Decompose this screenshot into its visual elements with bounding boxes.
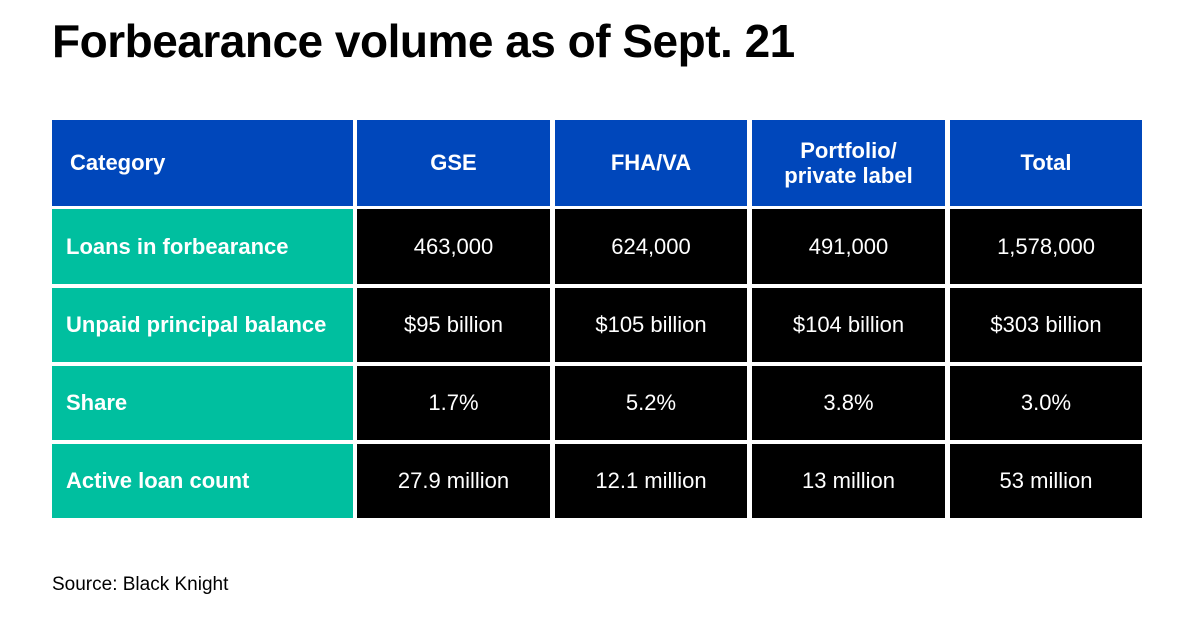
value-cell: 463,000 [357,209,550,284]
header-cell: Total [950,120,1142,206]
value-cell: 13 million [752,444,945,518]
value-cell: $303 billion [950,288,1142,362]
row-label-cell: Unpaid principal balance [52,288,353,362]
value-cell: 53 million [950,444,1142,518]
value-cell: 1.7% [357,366,550,440]
value-cell: $95 billion [357,288,550,362]
page-title: Forbearance volume as of Sept. 21 [52,15,795,67]
value-cell: $105 billion [555,288,747,362]
row-label-cell: Active loan count [52,444,353,518]
header-cell: Portfolio/ private label [752,120,945,206]
value-cell: $104 billion [752,288,945,362]
value-cell: 1,578,000 [950,209,1142,284]
value-cell: 624,000 [555,209,747,284]
source-note: Source: Black Knight [52,574,229,595]
value-cell: 3.8% [752,366,945,440]
value-cell: 3.0% [950,366,1142,440]
header-cell: Category [52,120,353,206]
header-cell: FHA/VA [555,120,747,206]
row-label-cell: Share [52,366,353,440]
header-cell: GSE [357,120,550,206]
value-cell: 491,000 [752,209,945,284]
value-cell: 5.2% [555,366,747,440]
value-cell: 27.9 million [357,444,550,518]
row-label-cell: Loans in forbearance [52,209,353,284]
value-cell: 12.1 million [555,444,747,518]
